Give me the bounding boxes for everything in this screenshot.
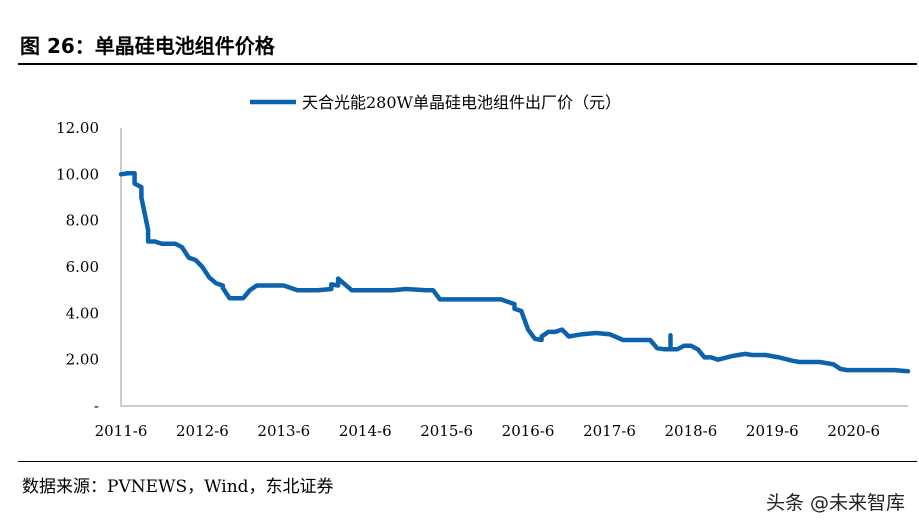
x-tick-label: 2020-6 [827, 422, 880, 440]
x-tick-label: 2014-6 [339, 422, 392, 440]
title-rule [18, 63, 917, 65]
chart-legend: 天合光能280W单晶硅电池组件出厂价（元） [250, 93, 621, 112]
legend-label: 天合光能280W单晶硅电池组件出厂价（元） [302, 93, 621, 112]
y-tick-label: 2.00 [66, 351, 99, 369]
x-tick-label: 2016-6 [502, 422, 555, 440]
series-line [118, 170, 911, 374]
x-tick-label: 2018-6 [664, 422, 717, 440]
source-note: 数据来源：PVNEWS，Wind，东北证券 [22, 477, 334, 497]
y-tick-label: 12.00 [56, 119, 99, 137]
y-tick-label: 6.00 [66, 258, 99, 276]
chart-axes [120, 128, 908, 407]
y-tick-label: 10.00 [56, 165, 99, 183]
x-tick-label: 2013-6 [257, 422, 310, 440]
y-tick-label: 4.00 [66, 304, 99, 322]
chart-series [118, 170, 911, 374]
x-tick-label: 2015-6 [420, 422, 473, 440]
source-rule [18, 461, 917, 462]
x-tick-label: 2019-6 [746, 422, 799, 440]
x-tick-label: 2017-6 [583, 422, 636, 440]
figure-title: 图 26：单晶硅电池组件价格 [20, 34, 275, 58]
x-tick-label: 2012-6 [176, 422, 229, 440]
watermark-text: 头条 @未来智库 [765, 492, 905, 514]
x-tick-label: 2011-6 [95, 422, 148, 440]
y-tick-label: - [94, 397, 99, 415]
chart-ticks: - 2.00 4.00 6.00 8.00 10.00 12.00 2011-6 2012-6 2… [56, 119, 880, 440]
y-tick-label: 8.00 [66, 212, 99, 230]
